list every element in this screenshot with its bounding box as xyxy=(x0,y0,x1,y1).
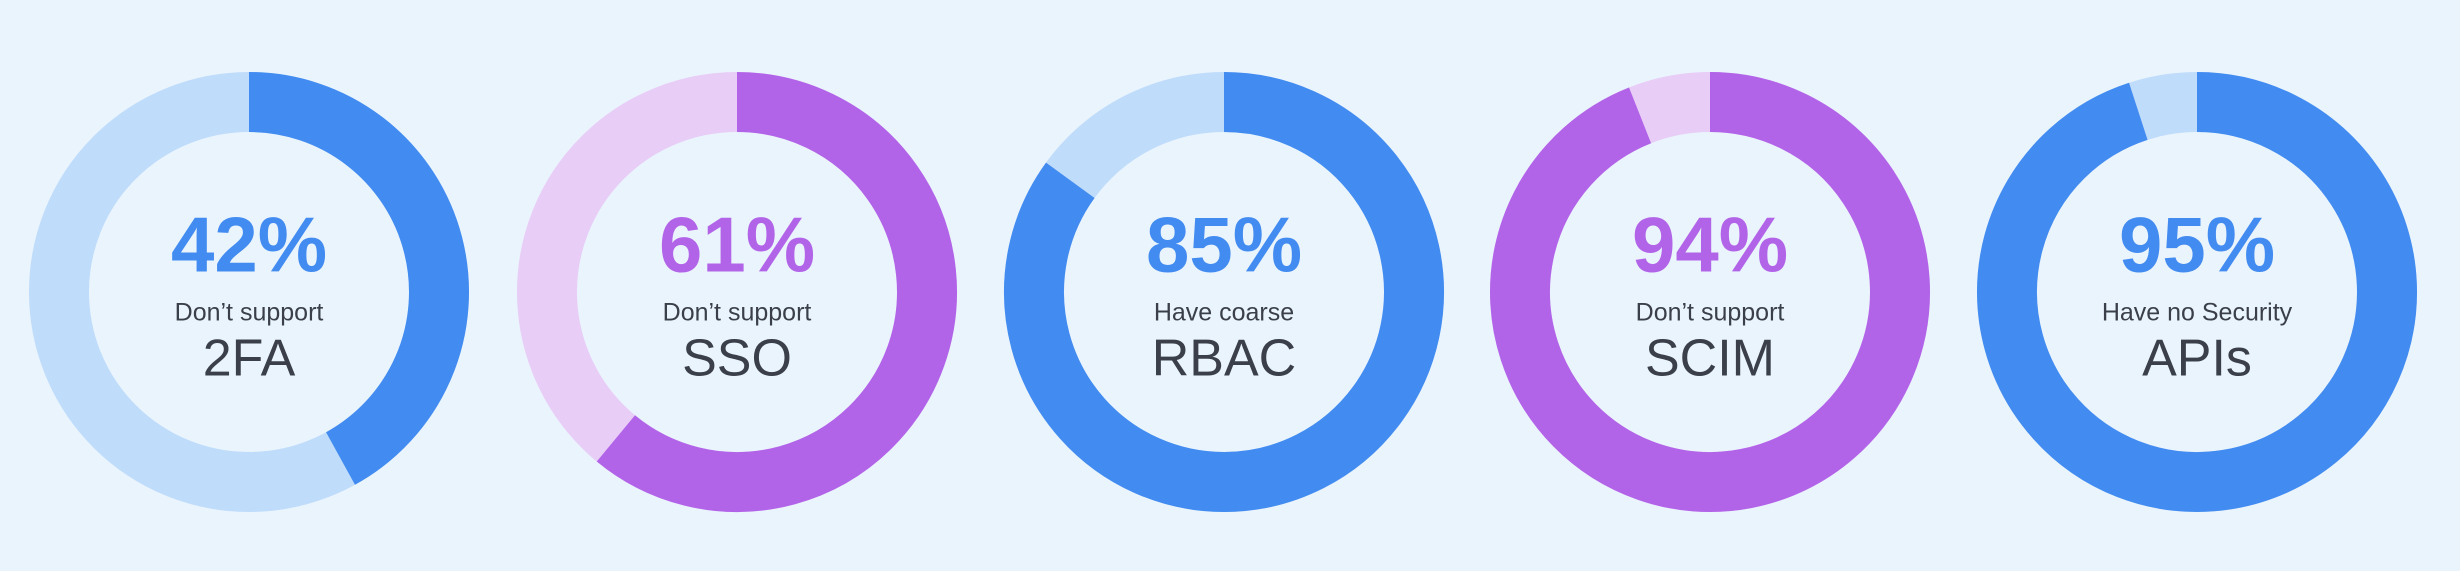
percent-label: 94% xyxy=(1632,201,1788,289)
donut-title: SSO xyxy=(682,330,792,388)
percent-label: 95% xyxy=(2119,201,2275,289)
donut-arc xyxy=(1004,72,1444,512)
donut-subtitle: Don’t support xyxy=(1636,299,1785,327)
donut-title: APIs xyxy=(2142,330,2252,388)
donut-arc xyxy=(1490,72,1930,512)
donut-subtitle: Don’t support xyxy=(175,299,324,327)
donut-arc xyxy=(1977,72,2417,512)
donut-title: 2FA xyxy=(203,330,296,388)
donut-arc xyxy=(596,72,957,512)
percent-label: 85% xyxy=(1146,201,1302,289)
donut-title: SCIM xyxy=(1645,330,1775,388)
donut-subtitle: Have coarse xyxy=(1154,299,1294,327)
percent-label: 61% xyxy=(659,201,815,289)
donut-subtitle: Have no Security xyxy=(2102,299,2293,327)
donut-subtitle: Don’t support xyxy=(663,299,812,327)
percent-label: 42% xyxy=(171,201,327,289)
donut-title: RBAC xyxy=(1152,330,1296,388)
donut-arc xyxy=(248,72,469,485)
